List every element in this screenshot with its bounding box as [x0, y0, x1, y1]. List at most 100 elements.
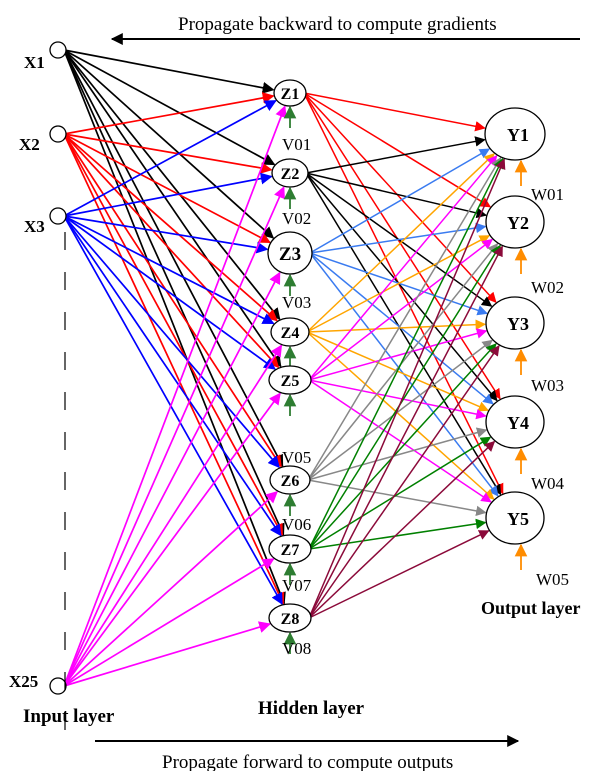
- edge-x2-to-z6: [63, 133, 282, 468]
- edge-z6-to-y5: [307, 479, 487, 517]
- edge-x2-to-z4: [63, 133, 278, 322]
- edge-x2-to-z3: [63, 133, 271, 244]
- input-label-x2: X2: [19, 135, 40, 154]
- output-bias-label-w05: W05: [536, 570, 569, 589]
- edge-z8-to-y4: [308, 440, 496, 619]
- edge-z2-to-y2: [305, 172, 488, 219]
- output-label-y2: Y2: [507, 213, 529, 233]
- edge-z7-to-y3: [308, 343, 497, 550]
- hidden-label-z3: Z3: [279, 244, 301, 265]
- edge-z7-to-y5: [308, 518, 487, 550]
- output-bias-label-w01: W01: [531, 185, 564, 204]
- hidden-bias-label-v01: V01: [282, 135, 311, 154]
- input-label-x25: X25: [9, 672, 38, 691]
- edge-x1-to-z6: [63, 49, 284, 468]
- hidden-node-z8: [268, 603, 312, 633]
- edge-z8-to-y5: [308, 530, 490, 619]
- edge-z1-to-y3: [303, 92, 497, 303]
- edge-x25-to-z3: [63, 271, 281, 687]
- forward-propagation-text: Propagate forward to compute outputs: [162, 752, 453, 771]
- hidden-node-z5: [268, 365, 312, 395]
- input-label-x3: X3: [24, 217, 45, 236]
- edge-z6-to-y1: [307, 156, 502, 481]
- output-layer-label: Output layer: [481, 598, 581, 618]
- edge-z7-to-y4: [308, 436, 492, 550]
- output-label-y5: Y5: [507, 509, 529, 529]
- edge-z5-to-y4: [308, 379, 487, 420]
- hidden-node-z2: [271, 158, 309, 188]
- edge-x25-to-z6: [63, 490, 278, 687]
- hidden-bias-label-v08: V08: [282, 639, 311, 658]
- edge-z7-to-y1: [308, 157, 504, 550]
- edge-z1-to-y4: [303, 92, 501, 400]
- hidden-node-z6: [269, 465, 311, 495]
- hidden-label-z1: Z1: [281, 86, 300, 103]
- hidden-node-z4: [270, 317, 310, 347]
- hidden-bias-label-v07: V07: [282, 576, 312, 595]
- input-node-x25: [49, 677, 67, 695]
- edge-z8-to-y3: [308, 345, 500, 619]
- edge-z7-to-y2: [308, 244, 501, 550]
- edge-x1-to-z5: [63, 49, 282, 368]
- input-layer-label: Input layer: [23, 706, 115, 727]
- output-node-y2: [485, 195, 545, 249]
- edge-z2-to-y1: [305, 136, 486, 174]
- edge-z8-to-y2: [308, 245, 503, 619]
- input-node-x2: [49, 125, 67, 143]
- edge-x3-to-z8: [63, 215, 283, 606]
- edge-z5-to-y1: [308, 154, 498, 381]
- backward-propagation-arrow: Propagate backward to compute gradients: [110, 14, 580, 45]
- input-node-x1: [49, 41, 67, 59]
- output-node-y5: [485, 491, 545, 545]
- edge-x1-to-z7: [63, 49, 285, 536]
- edge-x3-to-z6: [63, 215, 280, 469]
- edge-x1-to-z8: [63, 49, 286, 605]
- edge-z4-to-y3: [306, 319, 487, 333]
- edge-x3-to-z1: [63, 99, 277, 217]
- input-label-x1: X1: [24, 53, 45, 72]
- edge-x25-to-z8: [63, 621, 272, 687]
- edge-z1-to-y1: [303, 92, 486, 132]
- hidden-label-z4: Z4: [281, 325, 300, 342]
- edge-x3-to-z2: [63, 172, 273, 217]
- hidden-label-z5: Z5: [281, 373, 300, 390]
- edge-x2-to-z1: [63, 92, 275, 135]
- edge-x3-to-z7: [63, 215, 282, 537]
- hidden-node-z1: [273, 79, 307, 107]
- edge-z4-to-y2: [306, 235, 491, 333]
- edge-z2-to-y4: [305, 172, 498, 402]
- edge-x3-to-z4: [63, 215, 275, 325]
- edge-z1-to-y5: [303, 92, 504, 495]
- edge-x2-to-z7: [63, 133, 284, 537]
- nodes: X1X2X3X25Z1V01Z2V02Z3V03Z4V04Z5V05Z6V06Z…: [9, 41, 569, 695]
- edge-z3-to-y1: [309, 148, 491, 254]
- edge-z8-to-y1: [308, 158, 506, 619]
- edge-z6-to-y2: [307, 243, 499, 481]
- edge-x2-to-z5: [63, 133, 280, 369]
- output-label-y4: Y4: [507, 413, 529, 433]
- hidden-label-z2: Z2: [281, 166, 300, 183]
- edge-x3-to-z5: [63, 215, 276, 370]
- edge-x1-to-z2: [63, 49, 276, 166]
- output-node-y3: [485, 296, 545, 350]
- hidden-bias-label-v02: V02: [282, 209, 311, 228]
- edge-z5-to-y2: [308, 238, 494, 381]
- edge-x25-to-z7: [63, 558, 275, 687]
- connection-lines: [63, 49, 528, 687]
- output-bias-label-w02: W02: [531, 278, 564, 297]
- edge-x1-to-z4: [63, 49, 281, 321]
- hidden-node-z3: [267, 231, 313, 275]
- hidden-node-z7: [268, 534, 312, 564]
- hidden-label-z6: Z6: [281, 473, 300, 490]
- edge-z6-to-y4: [307, 427, 488, 481]
- edge-x1-to-z3: [63, 49, 275, 239]
- edge-z5-to-y5: [308, 379, 492, 503]
- forward-propagation-arrow: Propagate forward to compute outputs: [95, 735, 520, 771]
- input-node-x3: [49, 207, 67, 225]
- edge-z4-to-y5: [306, 331, 495, 500]
- hidden-bias-label-v03: V03: [282, 293, 311, 312]
- edge-x2-to-z8: [63, 133, 285, 605]
- edge-z3-to-y2: [309, 222, 487, 254]
- output-node-y4: [485, 395, 545, 449]
